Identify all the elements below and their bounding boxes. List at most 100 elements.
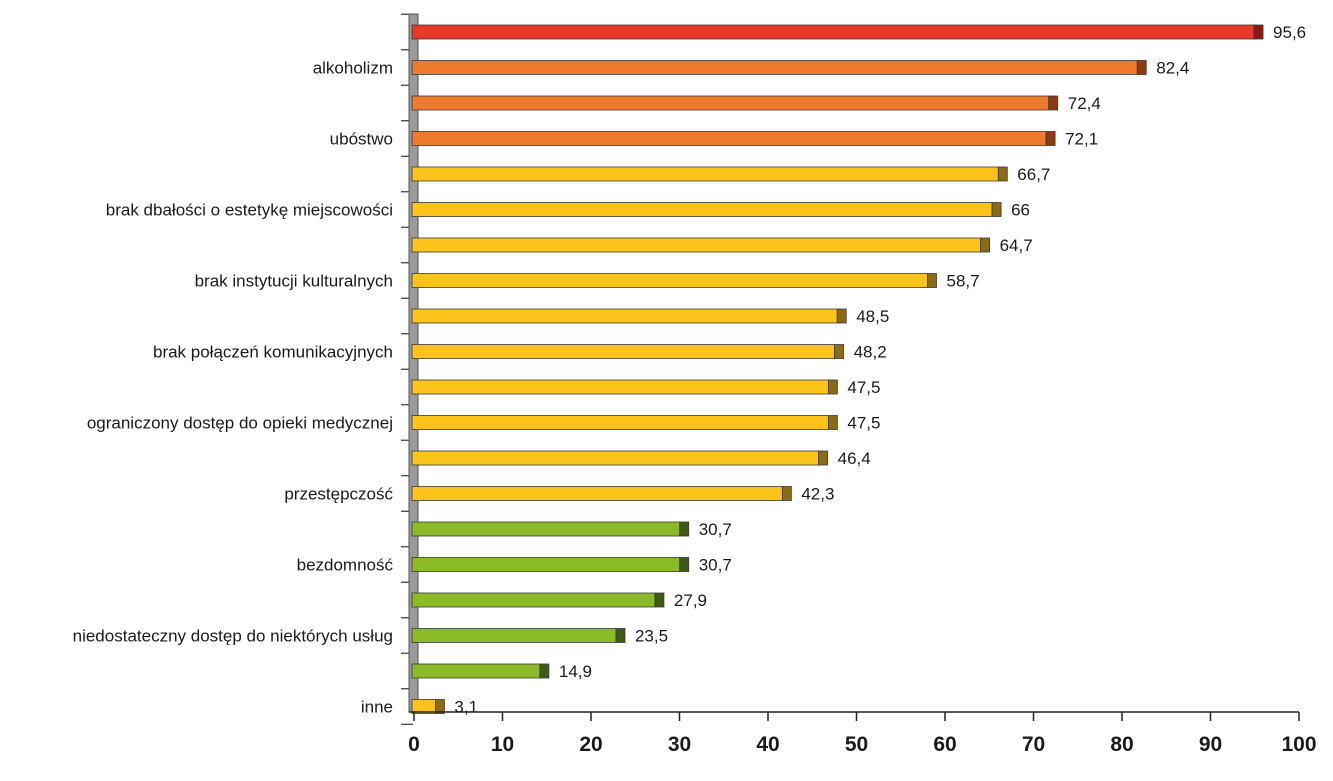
bar-end-cap [781,486,792,501]
data-label: 48,2 [854,343,887,362]
category-label: przestępczość [284,485,393,504]
bar-row: 46,4 [411,449,871,468]
bar-row: 58,7 brak instytucji kulturalnych [195,272,980,291]
category-label: brak dbałości o estetykę miejscowości [106,201,393,220]
bar-row: 42,3 przestępczość [284,485,834,504]
bar [411,379,829,395]
category-label: inne [361,698,393,717]
bar-end-cap [1045,131,1056,146]
bar-end-cap [654,592,665,608]
bar [411,202,993,217]
x-tick-label: 70 [1022,733,1045,756]
data-label: 3,1 [454,698,478,717]
bar-end-cap [435,699,445,714]
bar [411,415,829,430]
bar-row: 3,1 inne [361,698,478,717]
bar-end-cap [679,557,690,572]
data-label: 42,3 [801,485,834,504]
data-label: 95,6 [1273,23,1306,42]
bar [411,308,838,324]
category-label: ograniczony dostęp do opieki medycznej [87,414,393,433]
x-tick-label: 90 [1199,733,1222,756]
bar-end-cap [827,415,838,430]
bar [411,166,999,182]
bar [411,521,681,537]
bar [411,95,1050,111]
data-label: 47,5 [847,378,880,397]
bar-row: 82,4 alkoholizm [313,59,1190,78]
category-label: niedostateczny dostęp do niektórych usłu… [73,627,393,646]
data-label: 64,7 [1000,236,1033,255]
bar-row: 48,5 [411,307,889,326]
bar [411,486,783,501]
bar-end-cap [927,273,937,288]
bar-row: 27,9 [411,591,707,610]
bar-row: 30,7 bezdomność [297,556,732,575]
bar-row: 30,7 [411,520,732,539]
data-label: 72,4 [1068,94,1101,113]
bar [411,60,1138,75]
bar [411,344,835,359]
category-label: brak połączeń komunikacyjnych [153,343,393,362]
category-label: brak instytucji kulturalnych [195,272,393,291]
bar-end-cap [818,450,829,466]
bar-row: 23,5 niedostateczny dostęp do niektórych … [73,627,668,646]
bar-end-cap [827,379,838,395]
x-tick-label: 0 [408,733,420,756]
x-tick-label: 20 [579,733,602,756]
bar-end-cap [539,663,550,679]
data-label: 58,7 [946,272,979,291]
bar-end-cap [980,237,990,253]
bar-row: 95,6 [411,23,1306,42]
data-label: 47,5 [847,414,880,433]
category-label: ubóstwo [330,130,393,149]
bar-row: 66 brak dbałości o estetykę miejscowości [106,201,1030,220]
x-axis: 0 10 20 30 40 50 60 70 80 90 100 [408,711,1317,756]
x-tick-label: 40 [756,733,779,756]
bar [411,557,681,572]
bar-row: 72,4 [411,94,1101,113]
bar [411,237,981,253]
data-label: 46,4 [838,449,871,468]
data-label: 14,9 [559,662,592,681]
bar-end-cap [1253,24,1264,40]
x-tick-label: 60 [933,733,956,756]
bar-row: 47,5 [411,378,880,397]
x-tick-label: 80 [1110,733,1133,756]
bars-group: 95,6 82,4 alkoholizm 72,4 72,1 ubóstwo 66,7 66 b… [73,23,1307,717]
bar-end-cap [679,521,690,537]
bar-end-cap [991,202,1002,217]
bar-end-cap [836,308,847,324]
bar [411,450,820,466]
bar-row: 72,1 ubóstwo [330,130,1099,149]
bar-row: 48,2 brak połączeń komunikacyjnych [153,343,887,362]
data-label: 23,5 [635,627,668,646]
bar [411,592,656,608]
data-label: 72,1 [1065,130,1098,149]
bar [411,663,541,679]
data-label: 30,7 [699,556,732,575]
bar [411,131,1047,146]
data-label: 27,9 [674,591,707,610]
bar [411,628,617,643]
data-label: 66,7 [1017,165,1050,184]
x-tick-label: 100 [1281,733,1316,756]
data-label: 82,4 [1156,59,1189,78]
bar-row: 64,7 [411,236,1033,255]
x-tick-label: 10 [491,733,514,756]
bar-end-cap [1136,60,1147,75]
bar [411,273,928,288]
category-label: bezdomność [297,556,394,575]
data-label: 48,5 [856,307,889,326]
x-tick-label: 30 [668,733,691,756]
bar-row: 66,7 [411,165,1050,184]
category-label: alkoholizm [313,59,393,78]
bar-end-cap [615,628,626,643]
data-label: 66 [1011,201,1030,220]
bar-end-cap [1048,95,1059,111]
data-label: 30,7 [699,520,732,539]
bar-row: 14,9 [411,662,592,681]
x-tick-label: 50 [845,733,868,756]
